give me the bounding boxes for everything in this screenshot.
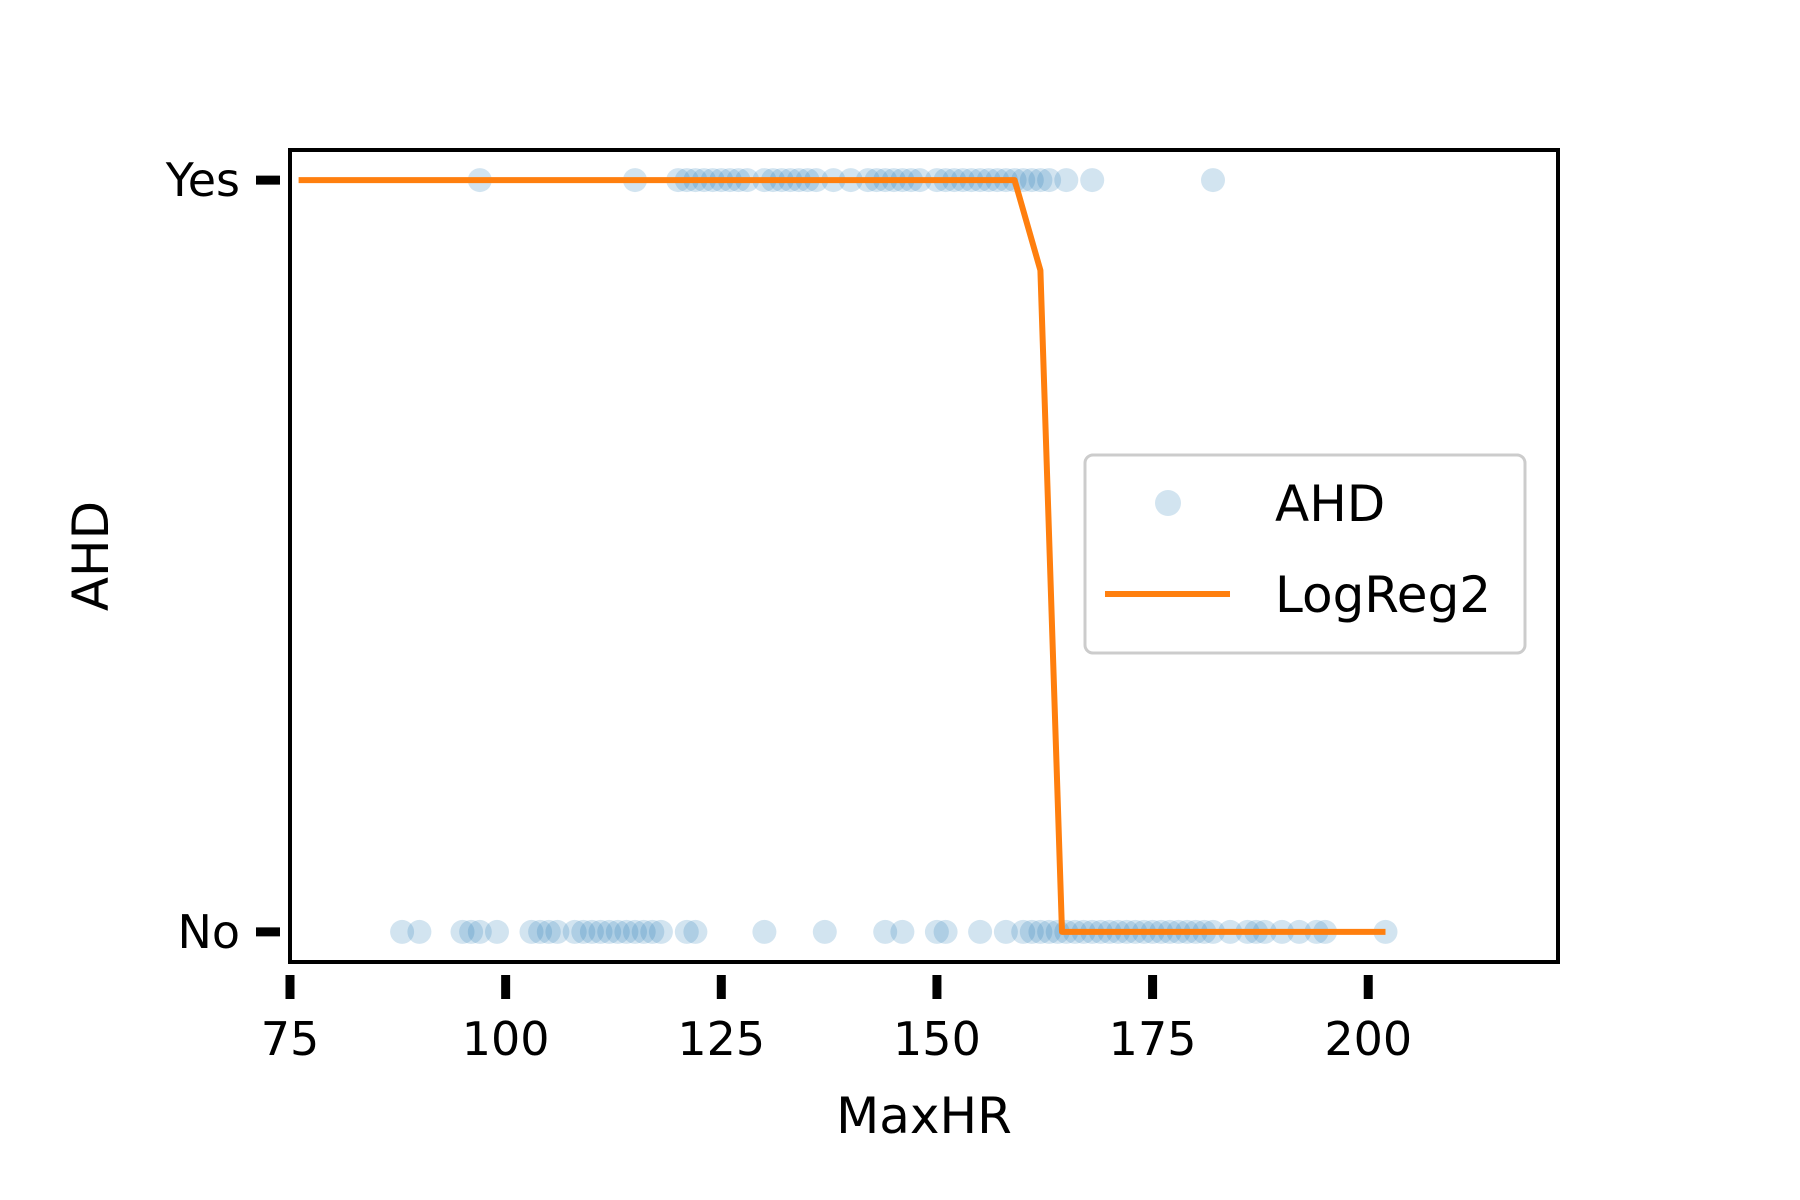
data-point bbox=[579, 919, 604, 944]
data-point bbox=[890, 919, 915, 944]
data-point bbox=[933, 919, 958, 944]
data-point bbox=[812, 919, 837, 944]
data-point bbox=[597, 919, 622, 944]
data-point bbox=[1080, 168, 1105, 193]
data-point bbox=[640, 919, 665, 944]
data-point bbox=[993, 919, 1018, 944]
x-tick-label: 125 bbox=[677, 1012, 765, 1066]
data-point bbox=[1201, 168, 1225, 193]
data-point bbox=[873, 919, 898, 944]
data-point bbox=[683, 919, 708, 944]
x-tick-label: 150 bbox=[893, 1012, 981, 1066]
data-point bbox=[390, 919, 415, 944]
logreg2-line bbox=[298, 177, 1386, 935]
data-point bbox=[562, 919, 587, 944]
data-point bbox=[459, 919, 484, 944]
legend-box bbox=[1083, 453, 1527, 655]
y-axis-label: AHD bbox=[62, 501, 120, 611]
x-axis-label: MaxHR bbox=[836, 1087, 1012, 1145]
data-point bbox=[605, 919, 630, 944]
data-point bbox=[407, 919, 432, 944]
data-point bbox=[450, 919, 475, 944]
y-tick-label: Yes bbox=[165, 153, 240, 207]
data-point bbox=[536, 919, 561, 944]
data-point bbox=[1019, 919, 1044, 944]
data-point bbox=[631, 919, 656, 944]
plot-frame bbox=[288, 148, 1560, 964]
x-tick-label: 200 bbox=[1324, 1012, 1412, 1066]
data-point bbox=[485, 919, 509, 944]
legend: AHD LogReg2 bbox=[1083, 453, 1527, 655]
data-point bbox=[545, 919, 570, 944]
data-point bbox=[1028, 919, 1053, 944]
x-tick-label: 100 bbox=[462, 1012, 550, 1066]
data-point bbox=[528, 919, 553, 944]
data-point bbox=[674, 919, 699, 944]
x-axis-ticks: 75 100 125 150 175 200 bbox=[261, 975, 1412, 1066]
data-point bbox=[571, 919, 596, 944]
data-point bbox=[623, 919, 647, 944]
data-point bbox=[648, 919, 673, 944]
data-point bbox=[1011, 919, 1036, 944]
legend-marker-ahd bbox=[1155, 490, 1181, 516]
x-tick-label: 175 bbox=[1109, 1012, 1197, 1066]
data-point bbox=[519, 919, 544, 944]
data-point bbox=[1019, 168, 1044, 193]
y-tick-label: No bbox=[177, 905, 240, 959]
data-point bbox=[924, 919, 949, 944]
x-tick-label: 75 bbox=[261, 1012, 320, 1066]
data-point bbox=[1054, 168, 1079, 193]
data-point bbox=[614, 919, 639, 944]
data-point bbox=[1037, 919, 1062, 944]
y-axis-ticks: No Yes bbox=[165, 153, 280, 959]
data-point bbox=[588, 919, 613, 944]
data-point bbox=[1028, 168, 1053, 193]
data-point bbox=[968, 919, 993, 944]
legend-label-ahd: AHD bbox=[1275, 475, 1385, 533]
legend-label-logreg2: LogReg2 bbox=[1275, 566, 1491, 624]
data-point bbox=[1037, 168, 1062, 193]
data-point bbox=[467, 919, 492, 944]
data-point bbox=[752, 919, 777, 944]
